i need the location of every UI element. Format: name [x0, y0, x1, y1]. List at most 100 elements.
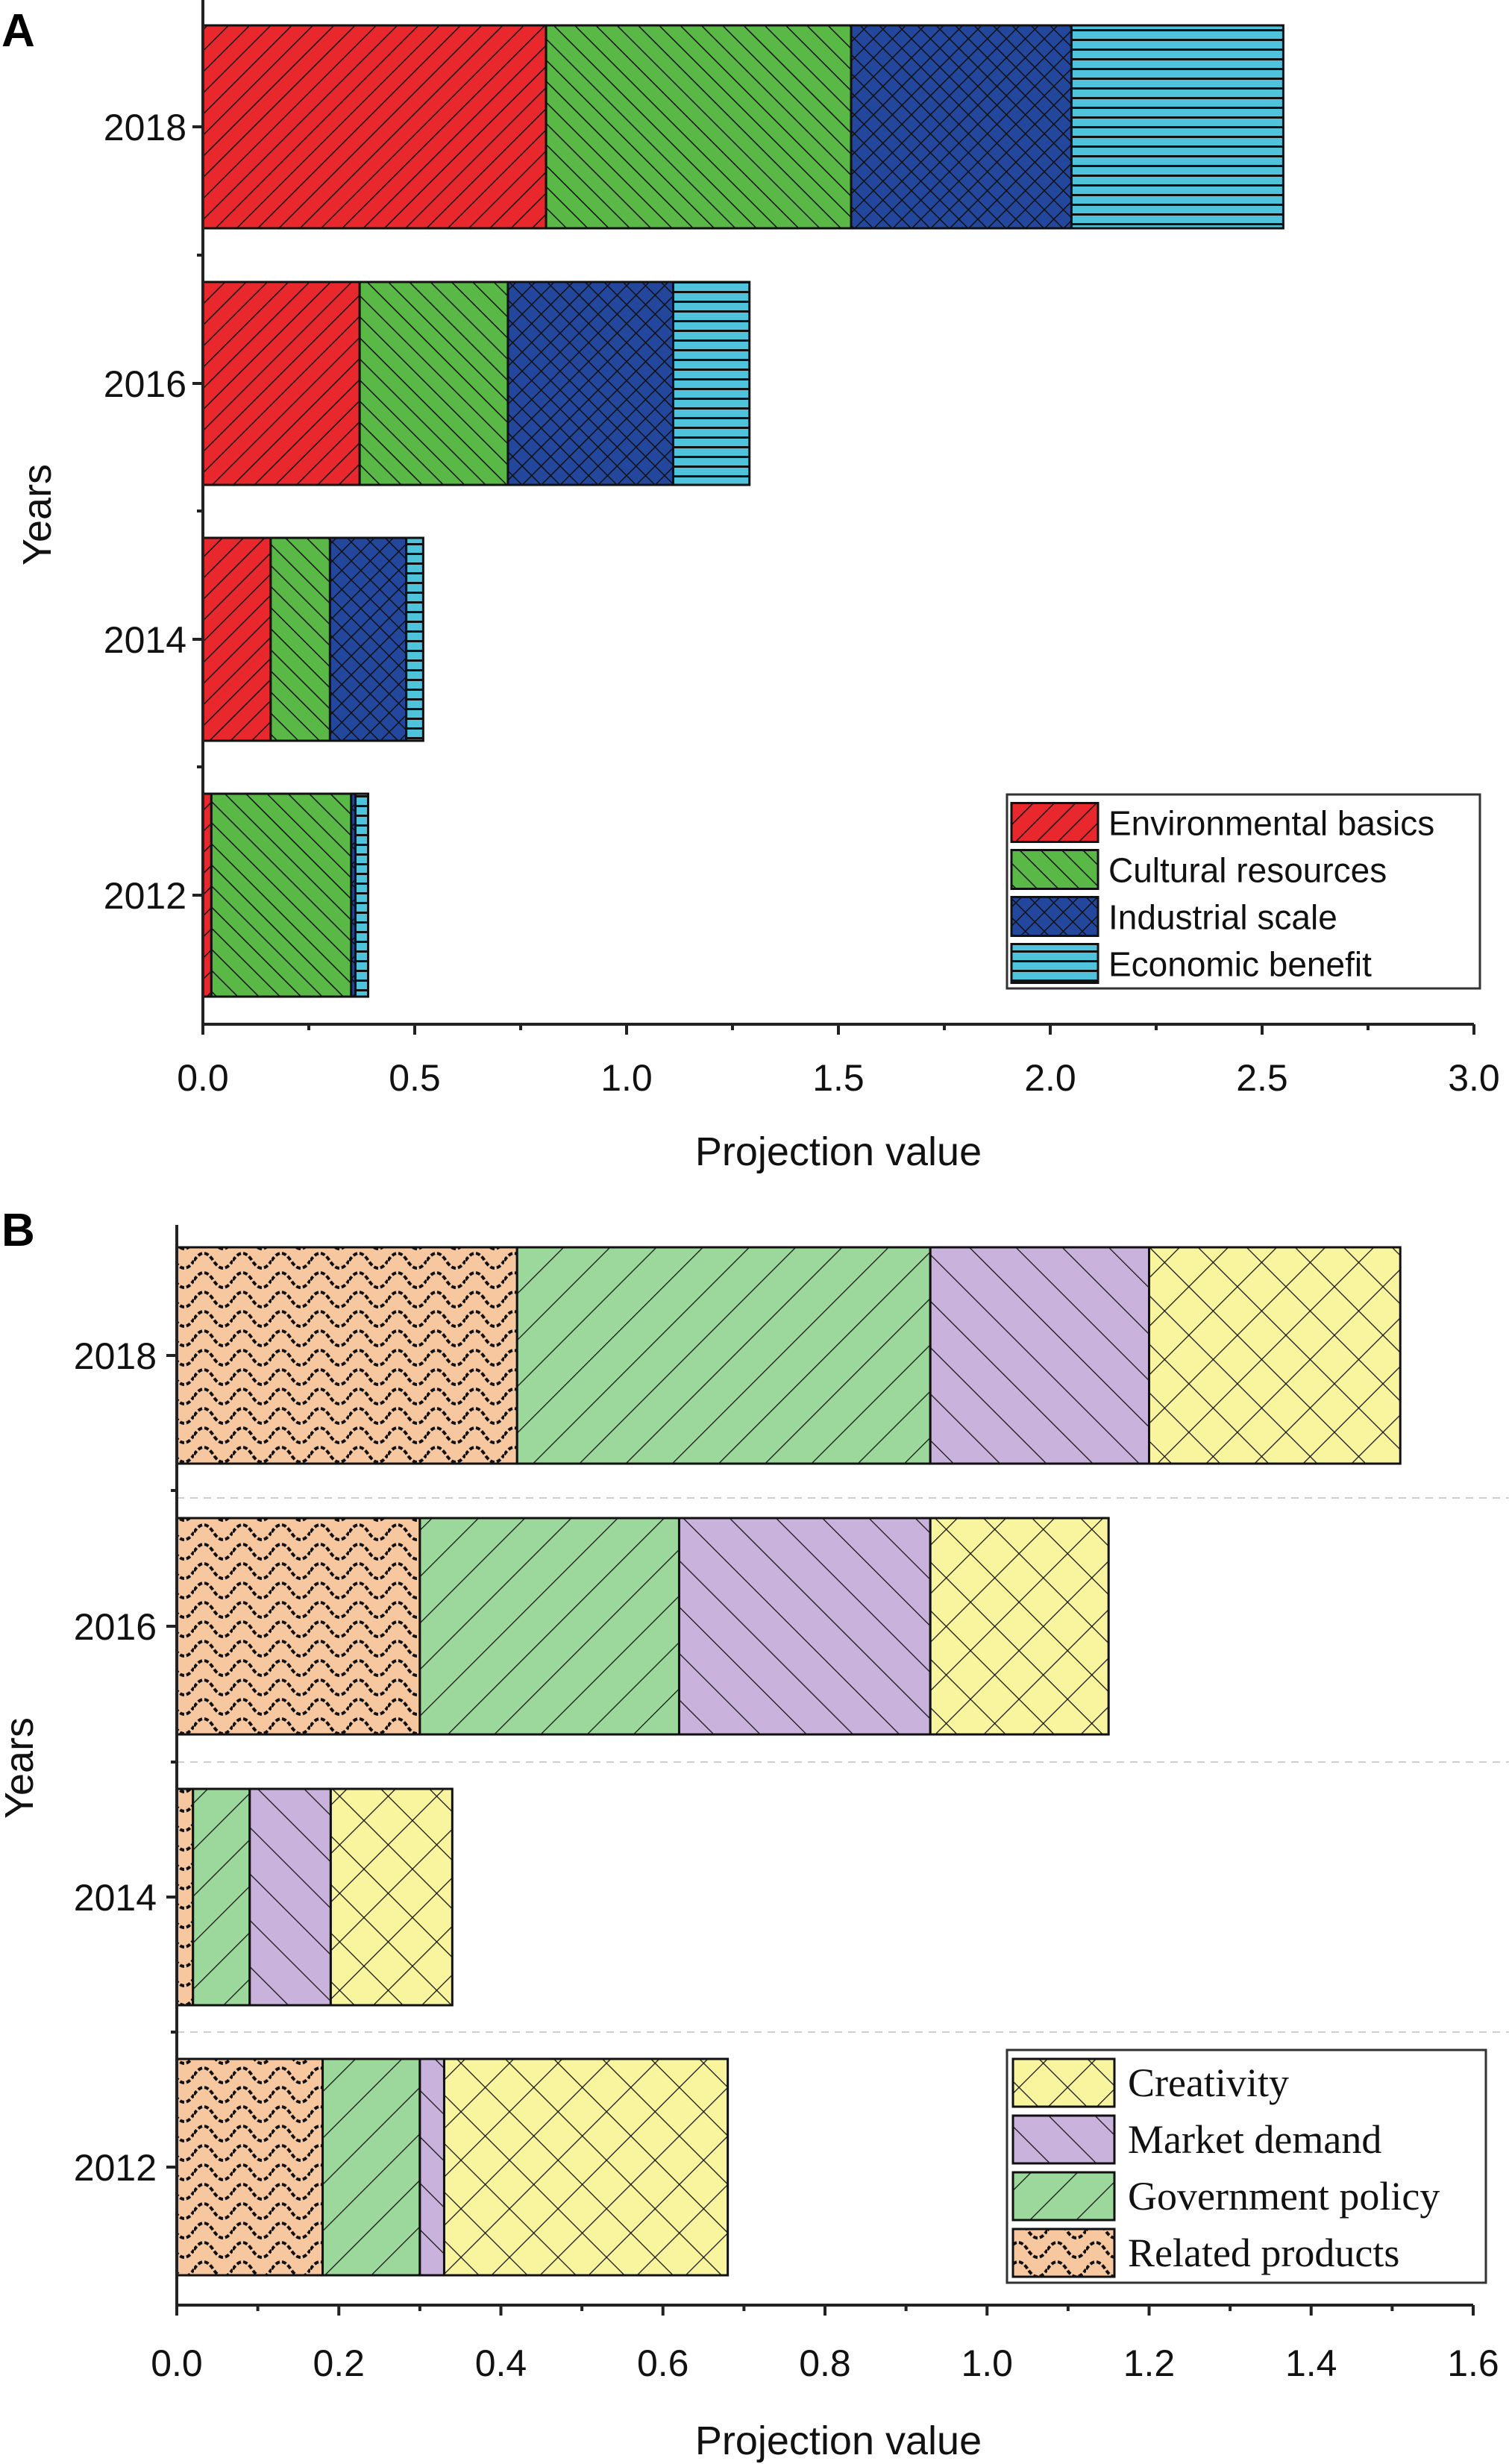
panel-a-y-ticks: 2012 2014 2016 2018	[104, 107, 203, 917]
panel-a-bar-2014-economic-benefit	[405, 536, 424, 742]
panel-b-x-tick-label: 1.6	[1447, 2342, 1499, 2384]
bar-pattern	[405, 536, 424, 742]
bar-pattern	[671, 280, 751, 486]
legend-item-cultural-resources: Cultural resources	[1010, 849, 1387, 890]
panel-b-x-tick-label: 0.4	[475, 2342, 527, 2384]
panel-b-bar-2012-market-demand	[418, 2057, 445, 2277]
bar-pattern	[175, 1787, 195, 2007]
legend-item-industrial-scale: Industrial scale	[1010, 896, 1337, 937]
panel-b-bar-2012-government-policy	[321, 2057, 421, 2277]
bar-pattern	[269, 536, 331, 742]
panel-a-y-tick-label-2018: 2018	[104, 107, 186, 148]
legend-label: Market demand	[1128, 2117, 1381, 2162]
legend-swatch-pattern	[1010, 849, 1099, 890]
legend-swatch-pattern	[1011, 2171, 1116, 2222]
panel-a-x-axis-title: Projection value	[695, 1129, 982, 1174]
panel-a-bar-2014-cultural-resources	[269, 536, 331, 742]
legend-label: Creativity	[1128, 2060, 1289, 2105]
bar-pattern	[210, 792, 353, 998]
panel-b-x-tick-label: 1.2	[1123, 2342, 1176, 2384]
legend-item-government-policy: Government policy	[1011, 2171, 1440, 2222]
panel-b-bars	[175, 1246, 1402, 2277]
legend-swatch-pattern	[1011, 2228, 1116, 2278]
panel-b-y-axis-title: Years	[0, 1717, 42, 1819]
legend-swatch-pattern	[1010, 896, 1099, 937]
bar-pattern	[175, 1246, 518, 1465]
legend-label: Related products	[1128, 2231, 1399, 2275]
bar-pattern	[329, 1787, 454, 2007]
bar-pattern	[929, 1517, 1110, 1736]
panel-a-x-ticks: 0.0 0.5 1.0 1.5 2.0 2.5 3.0	[177, 1024, 1500, 1099]
panel-b-bar-2018-market-demand	[929, 1246, 1151, 1465]
panel-b-y-tick-label-2014: 2014	[74, 1877, 157, 1919]
panel-b-legend: Creativity Market demand Government policy…	[1006, 2048, 1487, 2284]
panel-b-bar-2016-market-demand	[677, 1517, 932, 1736]
panel-a-y-tick-label-2012: 2012	[104, 875, 186, 917]
panel-b-bar-2018-related-products	[175, 1246, 518, 1465]
panel-a-bars	[201, 24, 1284, 998]
panel-a-y-axis-title: Years	[15, 464, 60, 565]
panel-a-x-tick-label: 2.0	[1024, 1057, 1076, 1099]
panel-b-separators	[177, 1497, 1509, 2033]
panel-a-x-tick-label: 0.5	[389, 1057, 441, 1099]
legend-label: Industrial scale	[1108, 898, 1337, 937]
panel-a-y-tick-label-2014: 2014	[104, 619, 186, 661]
panel-a-bar-2016-cultural-resources	[358, 280, 509, 486]
bar-pattern	[175, 2057, 324, 2277]
bar-pattern	[418, 1517, 680, 1736]
panel-b-x-tick-label: 0.2	[313, 2342, 365, 2384]
bar-pattern	[192, 1787, 251, 2007]
bar-pattern	[358, 280, 509, 486]
panel-b-x-tick-label: 1.0	[961, 2342, 1013, 2384]
bar-pattern	[328, 536, 408, 742]
legend-label: Economic benefit	[1108, 945, 1372, 984]
bar-pattern	[321, 2057, 421, 2277]
bar-pattern	[515, 1246, 932, 1465]
panel-b-x-tick-label: 0.0	[151, 2342, 203, 2384]
bar-pattern	[248, 1787, 332, 2007]
panel-b-bar-2014-related-products	[175, 1787, 195, 2007]
panel-b-x-ticks: 0.0 0.2 0.4 0.6 0.8 1.0 1.2 1.4 1.6	[151, 2305, 1499, 2384]
legend-label: Government policy	[1128, 2174, 1440, 2219]
panel-b-x-tick-label: 0.6	[637, 2342, 689, 2384]
legend-swatch-pattern	[1011, 2114, 1116, 2165]
panel-b: B 2012 2014 2016 2018 0.0 0.2 0.4 0.6 0.8 1.0 1.2…	[0, 1205, 1509, 2463]
panel-a-bar-2018-industrial-scale	[850, 24, 1073, 230]
panel-b-bar-2016-related-products	[175, 1517, 421, 1736]
bar-pattern	[175, 1517, 421, 1736]
panel-b-bar-2012-creativity	[442, 2057, 730, 2277]
panel-a-bar-2014-industrial-scale	[328, 536, 408, 742]
bar-pattern	[677, 1517, 932, 1736]
legend-swatch-pattern	[1010, 943, 1099, 984]
bar-pattern	[201, 24, 548, 230]
legend-swatch-pattern	[1010, 802, 1099, 843]
panel-a-x-tick-label: 2.5	[1236, 1057, 1288, 1099]
panel-b-bar-2014-government-policy	[192, 1787, 251, 2007]
panel-b-bar-2014-creativity	[329, 1787, 454, 2007]
legend-item-related-products: Related products	[1011, 2228, 1399, 2278]
panel-a-bar-2012-economic-benefit	[354, 792, 370, 998]
panel-a-bar-2018-economic-benefit	[1070, 24, 1284, 230]
panel-a-bar-2018-cultural-resources	[545, 24, 853, 230]
bar-pattern	[1070, 24, 1284, 230]
legend-item-market-demand: Market demand	[1011, 2114, 1381, 2165]
bar-pattern	[1148, 1246, 1402, 1465]
panel-b-bar-2016-government-policy	[418, 1517, 680, 1736]
panel-a-y-tick-label-2016: 2016	[104, 363, 186, 405]
panel-b-x-tick-label: 1.4	[1285, 2342, 1337, 2384]
panel-b-x-axis-title: Projection value	[695, 2418, 982, 2463]
panel-a-bar-2018-environmental-basics	[201, 24, 548, 230]
bar-pattern	[850, 24, 1073, 230]
panel-a-x-tick-label: 1.0	[600, 1057, 653, 1099]
panel-b-y-tick-label-2016: 2016	[74, 1606, 157, 1648]
panel-b-y-ticks: 2012 2014 2016 2018	[74, 1335, 177, 2189]
panel-b-bar-2018-creativity	[1148, 1246, 1402, 1465]
panel-a-bar-2012-cultural-resources	[210, 792, 353, 998]
bar-pattern	[929, 1246, 1151, 1465]
legend-label: Cultural resources	[1108, 851, 1387, 890]
panel-b-label: B	[1, 1205, 35, 1256]
panel-b-bar-2016-creativity	[929, 1517, 1110, 1736]
panel-b-x-tick-label: 0.8	[799, 2342, 851, 2384]
panel-a-legend: Environmental basics Cultural resources In…	[1006, 793, 1481, 990]
bar-pattern	[506, 280, 674, 486]
